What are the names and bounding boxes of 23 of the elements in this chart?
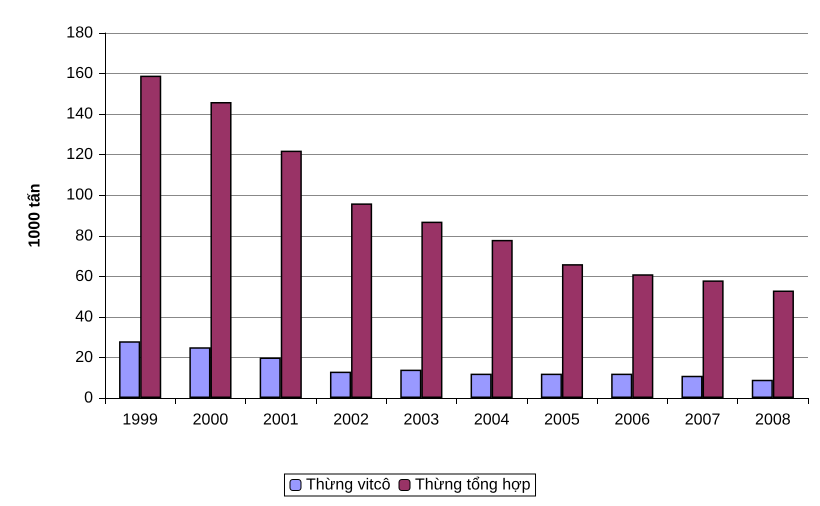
x-tick-label: 1999 (122, 412, 158, 428)
y-tick-label: 100 (66, 186, 94, 204)
y-tick-label: 0 (84, 390, 94, 406)
x-tick-label: 2006 (614, 412, 650, 428)
x-tick-label: 2003 (404, 412, 440, 428)
y-tick-label: 60 (75, 268, 94, 285)
y-tick-label: 140 (66, 106, 94, 123)
x-tick-label: 2007 (684, 412, 720, 428)
y-tick-label: 160 (66, 65, 94, 82)
y-tick-label: 120 (66, 146, 94, 164)
x-tick-label: 2000 (192, 412, 228, 428)
y-tick-label: 80 (75, 227, 94, 244)
y-tick-label: 40 (75, 308, 94, 326)
x-tick-label: 2004 (474, 412, 510, 428)
x-tick-label: 2001 (262, 412, 299, 428)
legend-label: Thừng vitcô (306, 476, 391, 494)
y-tick-label: 20 (75, 348, 94, 366)
legend-label: Thừng tổng hợp (415, 476, 531, 494)
x-tick-label: 2008 (755, 412, 791, 428)
y-axis-title: 1000 tấn (26, 183, 44, 248)
y-tick-label: 180 (66, 24, 94, 42)
x-tick-label: 2002 (333, 412, 369, 428)
x-tick-label: 2005 (544, 412, 580, 428)
